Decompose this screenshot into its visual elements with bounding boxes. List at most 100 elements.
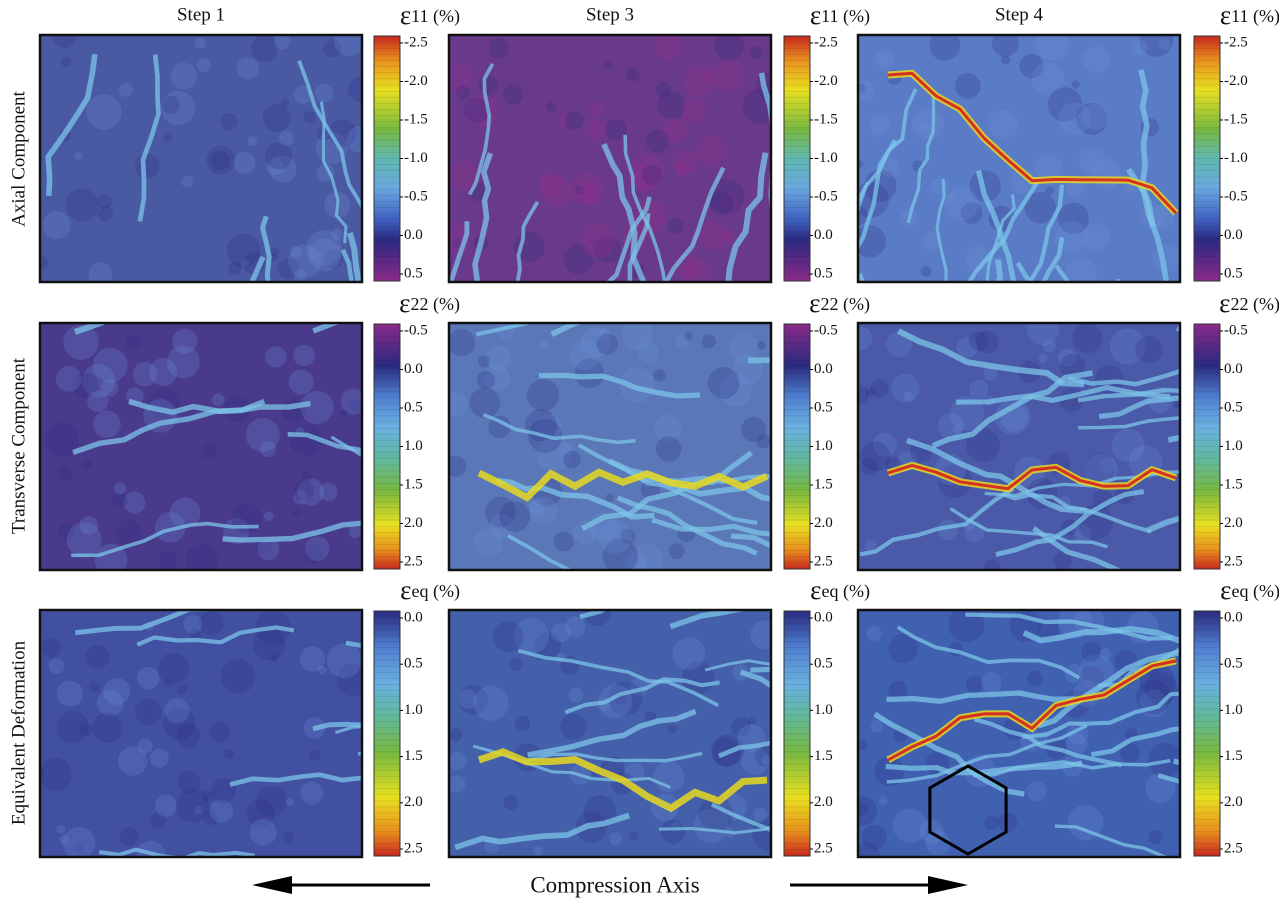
- colorbar-tick-label: 0.5: [404, 656, 423, 672]
- strain-unit: (%): [433, 581, 460, 602]
- texture-blob: [966, 428, 1000, 462]
- texture-blob: [66, 522, 102, 558]
- crack-band: [527, 708, 697, 758]
- texture-blob: [551, 622, 571, 643]
- crack-band: [906, 95, 936, 224]
- texture-blob: [449, 455, 467, 477]
- texture-blob: [918, 121, 931, 134]
- texture-blob: [488, 37, 510, 59]
- texture-blob: [1109, 328, 1146, 365]
- crack-band: [1022, 625, 1180, 644]
- texture-blob: [56, 710, 89, 744]
- texture-blob: [175, 788, 210, 823]
- texture-blob: [134, 698, 162, 726]
- strain-index: 11: [1231, 6, 1248, 26]
- texture-blob: [308, 749, 321, 761]
- colorbar-tick-label: 1.0: [404, 438, 423, 454]
- texture-blob: [489, 513, 515, 539]
- crack-band: [1041, 237, 1065, 282]
- texture-blob: [920, 265, 932, 277]
- colorbar-tick-label: 0.0: [1224, 609, 1243, 625]
- column-title: Step 4: [995, 4, 1044, 25]
- texture-blob: [753, 808, 768, 823]
- texture-blob: [1123, 182, 1135, 194]
- colorbar-tick-label: 1.5: [404, 748, 423, 764]
- texture-blob: [285, 797, 294, 806]
- strain-symbol: ε: [810, 575, 821, 605]
- texture-blob: [653, 414, 682, 443]
- texture-blob: [97, 194, 113, 210]
- texture-blob: [211, 778, 237, 803]
- crack-band: [1028, 184, 1065, 282]
- texture-blob: [158, 550, 178, 569]
- texture-blob: [564, 111, 584, 131]
- colorbar: [1193, 610, 1221, 857]
- texture-blob: [869, 112, 891, 135]
- strain-symbol: ε: [809, 288, 820, 318]
- map-texture: [449, 323, 771, 570]
- colorbar: [783, 610, 811, 857]
- texture-blob: [870, 719, 884, 733]
- texture-blob: [858, 842, 881, 857]
- texture-blob: [293, 490, 308, 505]
- texture-blob: [40, 254, 49, 271]
- texture-blob: [655, 436, 682, 462]
- texture-blob: [194, 806, 203, 815]
- texture-blob: [211, 393, 225, 407]
- texture-blob: [93, 410, 121, 438]
- crack-band: [758, 72, 771, 217]
- strain-unit: (%): [843, 6, 870, 27]
- texture-blob: [483, 364, 511, 392]
- texture-blob: [177, 684, 188, 695]
- strain-unit: (%): [1253, 581, 1279, 602]
- texture-blob: [79, 723, 93, 737]
- texture-blob: [51, 35, 78, 49]
- strain-symbol: ε: [1220, 575, 1231, 605]
- map-texture: [858, 35, 1180, 282]
- texture-blob: [246, 799, 275, 828]
- crack-band: [330, 435, 362, 458]
- crack-band: [973, 758, 1171, 778]
- crack-band: [886, 723, 1088, 784]
- texture-blob: [1045, 186, 1055, 196]
- texture-blob: [574, 358, 605, 389]
- colorbar-tick-label: -2.5: [404, 34, 428, 50]
- texture-blob: [209, 799, 234, 823]
- texture-blob: [210, 150, 231, 171]
- texture-blob: [749, 46, 763, 60]
- texture-blob: [209, 721, 231, 743]
- crack-band: [1077, 387, 1180, 403]
- texture-blob: [964, 246, 991, 272]
- strain-index: 22: [821, 294, 839, 314]
- crack-band: [1090, 726, 1180, 757]
- crack-band: [472, 152, 494, 282]
- texture-blob: [492, 621, 524, 652]
- texture-blob: [1072, 323, 1103, 354]
- texture-blob: [761, 755, 771, 766]
- arrow-head: [928, 876, 968, 894]
- texture-blob: [324, 250, 343, 269]
- colorbar-tick-label: 2.5: [404, 840, 423, 856]
- texture-blob: [563, 450, 581, 469]
- texture-blob: [331, 228, 343, 241]
- texture-blob: [455, 85, 470, 99]
- texture-blob: [864, 539, 877, 552]
- colorbar-tick-label: 0.5: [814, 265, 833, 281]
- texture-blob: [629, 543, 663, 570]
- crack-band: [1001, 492, 1152, 534]
- colorbar-tick-label: 2.0: [404, 794, 423, 810]
- hot-band: [477, 748, 768, 813]
- texture-blob: [263, 511, 274, 522]
- texture-blob: [858, 795, 878, 826]
- texture-blob: [865, 387, 876, 398]
- texture-blob: [48, 658, 65, 675]
- texture-blob: [449, 728, 463, 742]
- colorbar-tick-label: -2.0: [404, 73, 428, 89]
- texture-blob: [100, 379, 119, 397]
- colorbar-tick-label: 0.5: [1224, 656, 1243, 672]
- texture-blob: [949, 396, 985, 431]
- strain-index: 22: [411, 294, 429, 314]
- texture-blob: [888, 633, 918, 664]
- texture-blob: [43, 211, 71, 239]
